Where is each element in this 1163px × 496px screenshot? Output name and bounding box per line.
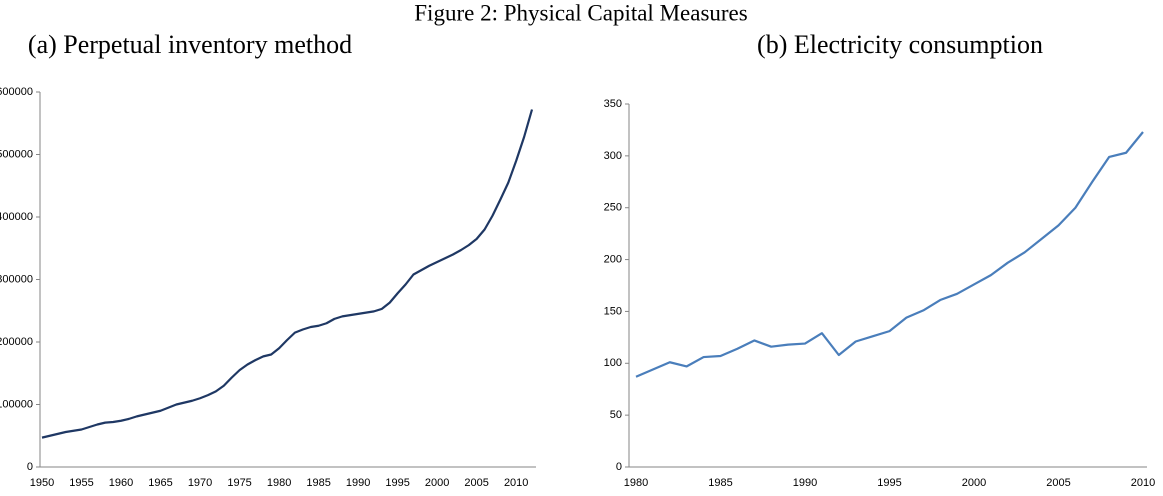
x-tick-label: 2010	[1131, 477, 1155, 489]
y-tick-label: 200000	[0, 336, 33, 348]
y-tick-label: 600000	[0, 86, 33, 98]
x-tick-label: 1970	[188, 477, 212, 489]
y-tick-label: 0	[27, 461, 33, 473]
y-tick-label: 50	[610, 409, 622, 421]
y-tick-label: 300	[604, 150, 622, 162]
x-tick-label: 1995	[877, 477, 901, 489]
x-tick-label: 1990	[793, 477, 817, 489]
y-tick-label: 0	[616, 461, 622, 473]
chart-title: (a) Perpetual inventory method	[28, 30, 352, 59]
x-tick-label: 1985	[708, 477, 732, 489]
y-tick-label: 400000	[0, 211, 33, 223]
x-tick-label: 2005	[1046, 477, 1070, 489]
y-tick-label: 500000	[0, 148, 33, 160]
x-tick-label: 1955	[69, 477, 93, 489]
y-tick-label: 100000	[0, 398, 33, 410]
x-tick-label: 2000	[425, 477, 449, 489]
x-tick-label: 1995	[385, 477, 409, 489]
x-tick-label: 1960	[109, 477, 133, 489]
x-tick-label: 2010	[504, 477, 528, 489]
x-tick-label: 1965	[148, 477, 172, 489]
x-tick-label: 2005	[464, 477, 488, 489]
x-tick-label: 1980	[624, 477, 648, 489]
x-tick-label: 2000	[962, 477, 986, 489]
x-tick-label: 1985	[306, 477, 330, 489]
y-tick-label: 250	[604, 202, 622, 214]
x-tick-label: 1980	[267, 477, 291, 489]
y-tick-label: 300000	[0, 273, 33, 285]
chart-title: (b) Electricity consumption	[757, 30, 1043, 59]
y-tick-label: 200	[604, 253, 622, 265]
x-tick-label: 1975	[227, 477, 251, 489]
x-tick-label: 1950	[30, 477, 54, 489]
y-tick-label: 350	[604, 98, 622, 110]
figure-title: Figure 2: Physical Capital Measures	[414, 0, 747, 25]
x-tick-label: 1990	[346, 477, 370, 489]
data-line	[635, 131, 1144, 378]
y-tick-label: 150	[604, 305, 622, 317]
data-line	[41, 109, 534, 439]
y-tick-label: 100	[604, 357, 622, 369]
